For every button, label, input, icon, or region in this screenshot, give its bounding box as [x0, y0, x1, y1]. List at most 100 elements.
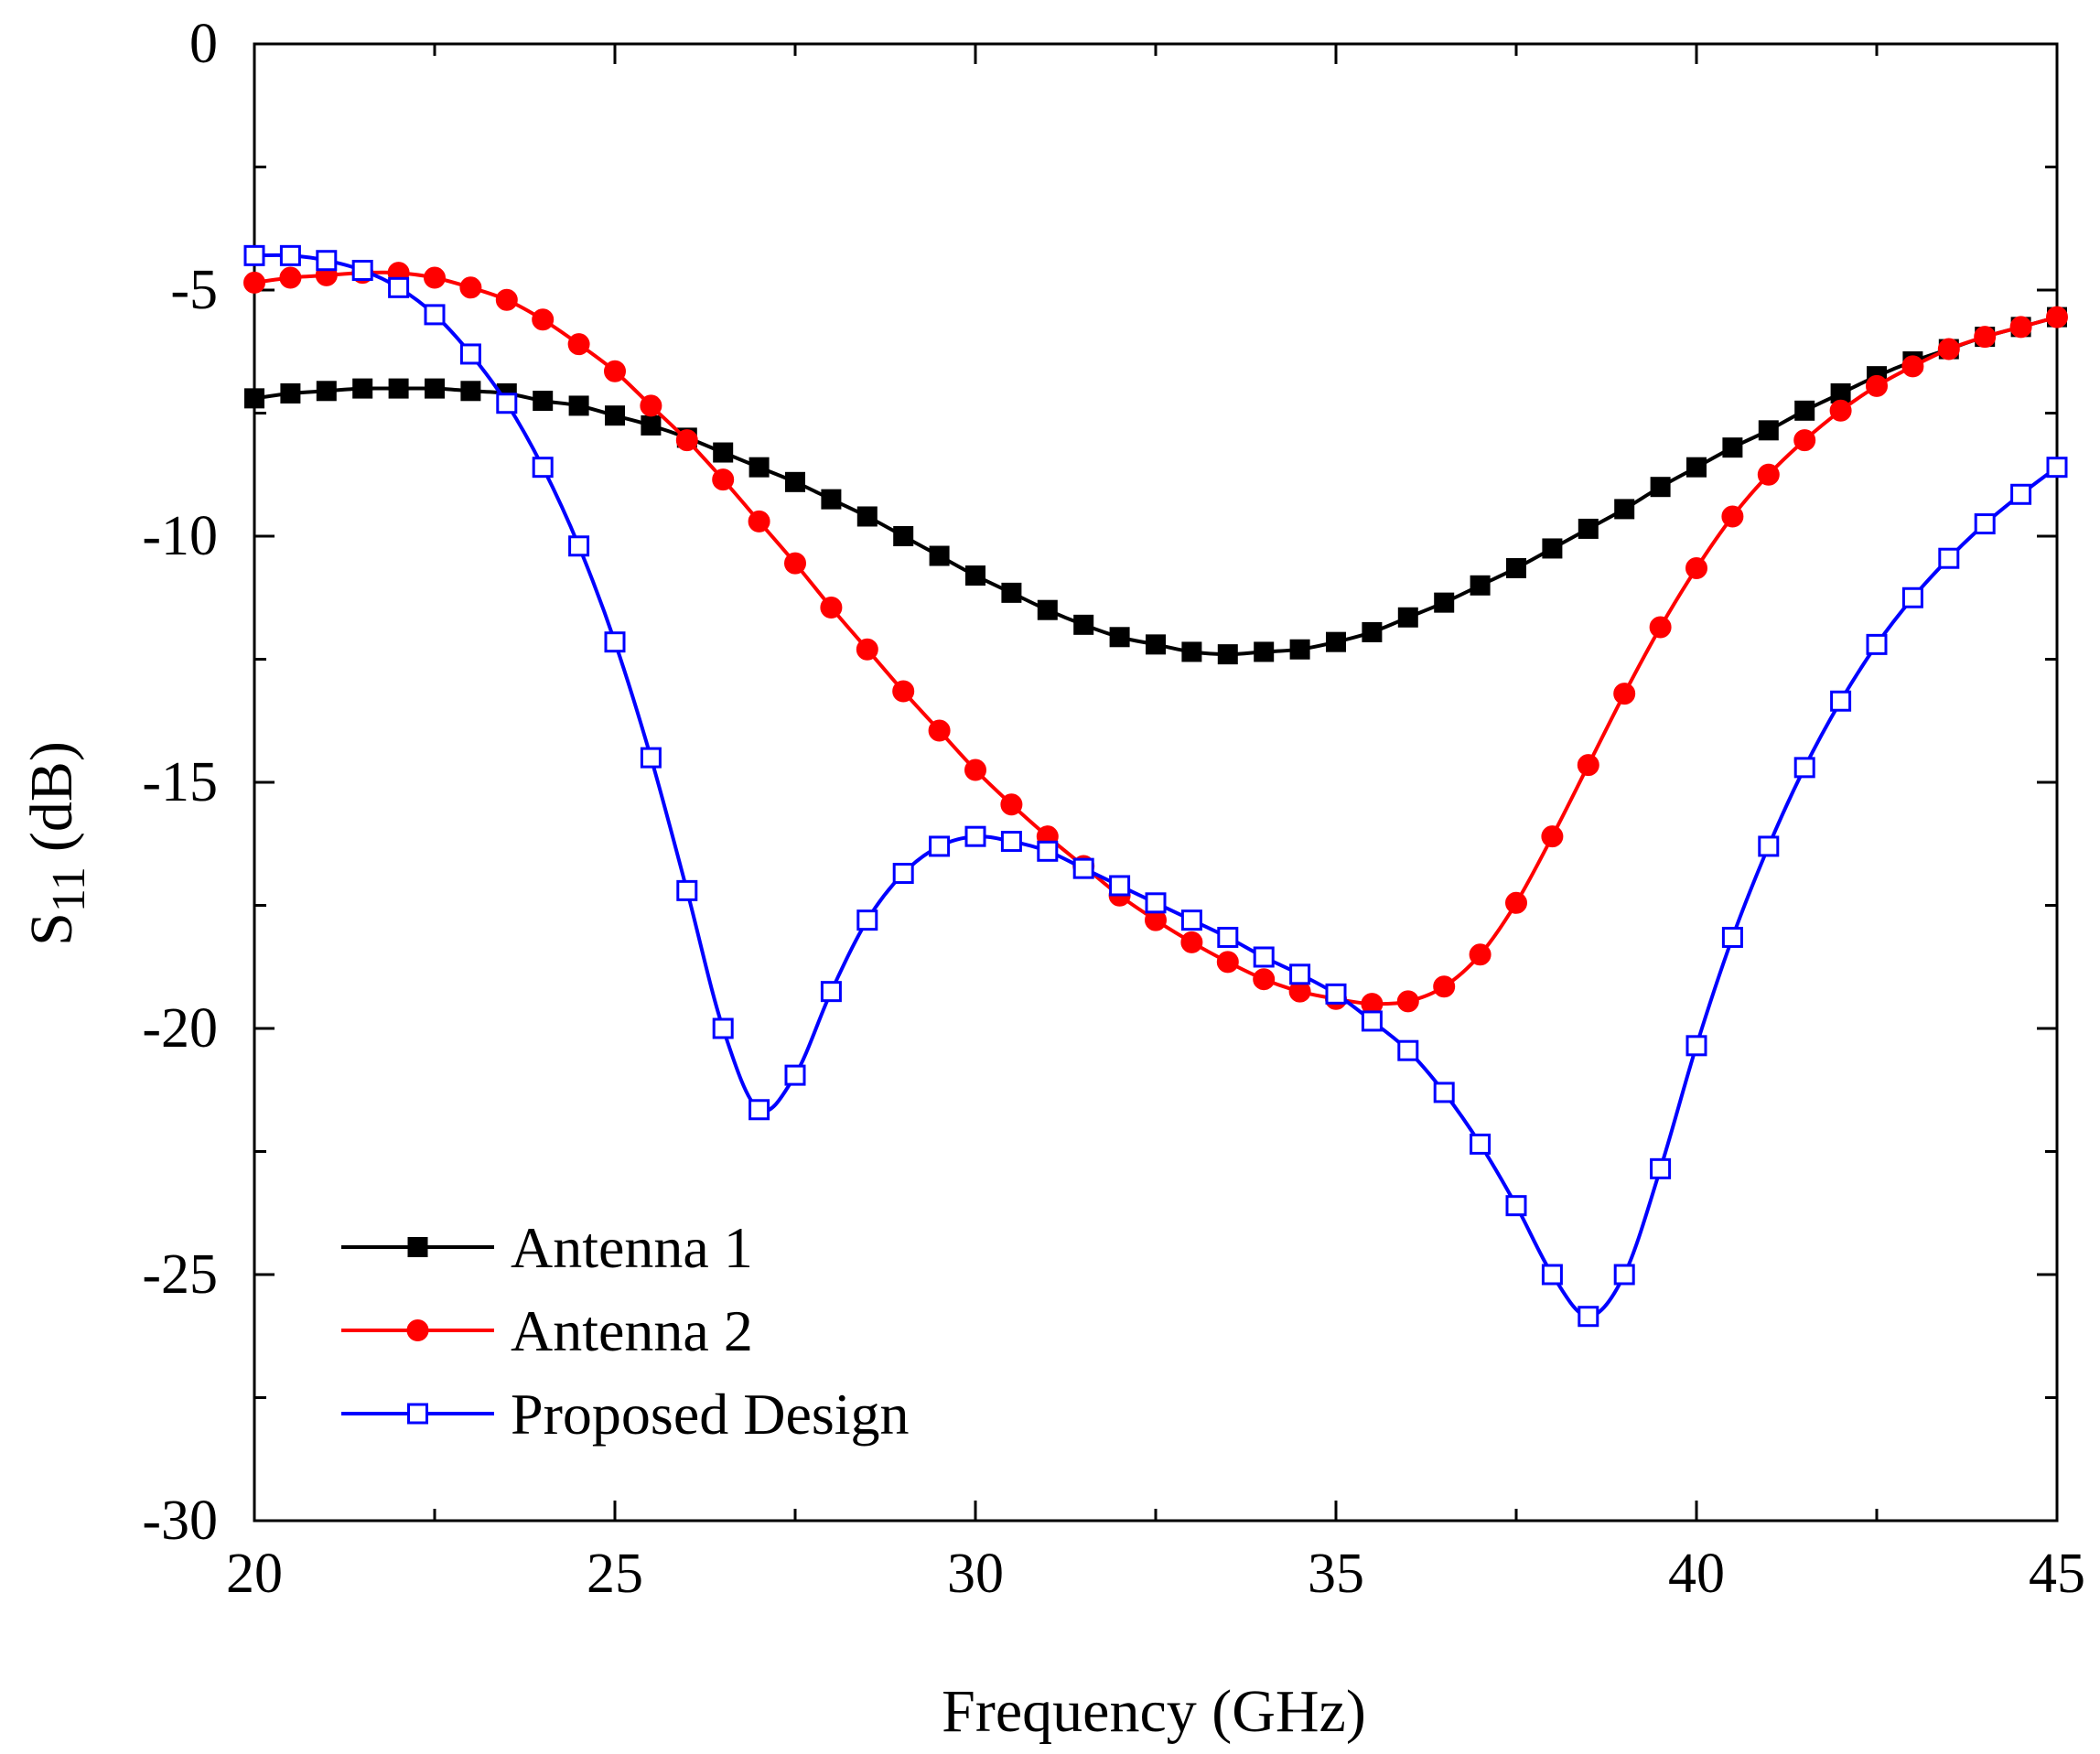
data-point-proposed-design: [1901, 586, 1923, 608]
data-point-proposed-design: [1758, 835, 1780, 857]
data-point-proposed-design: [1650, 1157, 1672, 1179]
data-point-antenna-1: [1254, 641, 1275, 662]
data-point-antenna-2: [459, 276, 482, 299]
data-point-proposed-design: [1289, 963, 1311, 985]
data-point-antenna-2: [784, 552, 806, 575]
data-point-antenna-1: [244, 388, 264, 409]
data-point-antenna-2: [1721, 505, 1744, 528]
data-point-antenna-1: [1326, 631, 1346, 652]
y-tick-label: -5: [170, 259, 218, 321]
data-point-antenna-1: [1686, 457, 1707, 478]
legend-label: Proposed Design: [511, 1382, 910, 1447]
data-point-antenna-2: [748, 510, 770, 533]
data-point-proposed-design: [351, 259, 373, 281]
data-point-proposed-design: [532, 457, 554, 479]
data-point-proposed-design: [243, 244, 265, 266]
y-tick-label: -30: [142, 1490, 218, 1552]
data-point-proposed-design: [1361, 1010, 1383, 1032]
data-point-antenna-1: [388, 378, 409, 399]
data-point-antenna-2: [1649, 616, 1672, 639]
x-tick-label: 40: [1668, 1543, 1725, 1605]
data-point-proposed-design: [640, 747, 662, 769]
legend-item-proposed-design: Proposed Design: [341, 1382, 910, 1447]
data-point-proposed-design: [1866, 633, 1888, 655]
legend-item-antenna-1: Antenna 1: [341, 1215, 753, 1280]
data-point-antenna-1: [316, 381, 337, 402]
data-point-antenna-1: [568, 395, 589, 416]
data-point-proposed-design: [1145, 892, 1167, 914]
data-point-antenna-2: [1216, 951, 1239, 974]
data-point-antenna-2: [1685, 556, 1707, 579]
data-point-antenna-1: [1722, 437, 1743, 458]
data-point-antenna-2: [1180, 931, 1203, 953]
data-point-proposed-design: [1470, 1133, 1492, 1155]
legend-label: Antenna 1: [511, 1215, 753, 1280]
data-point-proposed-design: [1830, 690, 1852, 712]
x-tick-labels: 20 25 30 35 40 45: [226, 1543, 2085, 1605]
data-point-proposed-design: [424, 304, 446, 326]
y-axis-title-unit: (dB): [18, 741, 85, 852]
data-point-proposed-design: [856, 909, 878, 931]
series-antenna-2: [243, 262, 2068, 1016]
data-point-proposed-design: [1974, 513, 1996, 535]
data-point-antenna-1: [893, 526, 914, 546]
series-line-proposed-design: [253, 253, 2059, 1318]
data-point-antenna-1: [1794, 400, 1815, 421]
data-point-antenna-1: [1506, 557, 1526, 578]
data-point-antenna-1: [1073, 614, 1094, 635]
data-point-proposed-design: [820, 981, 842, 1003]
data-point-proposed-design: [1325, 983, 1347, 1005]
data-point-proposed-design: [604, 631, 626, 653]
data-point-antenna-2: [495, 288, 518, 311]
data-point-antenna-1: [460, 381, 481, 402]
data-point-antenna-2: [1577, 754, 1599, 777]
data-point-antenna-2: [1829, 399, 1852, 422]
data-point-antenna-1: [533, 391, 554, 412]
data-point-antenna-2: [1253, 968, 1276, 991]
data-point-antenna-2: [1396, 990, 1419, 1013]
data-point-proposed-design: [929, 835, 951, 857]
legend-label: Antenna 2: [511, 1298, 753, 1363]
data-point-proposed-design: [1253, 946, 1275, 968]
data-point-proposed-design: [1685, 1035, 1707, 1057]
data-point-proposed-design: [1037, 840, 1059, 862]
data-point-antenna-2: [1469, 943, 1492, 966]
data-point-antenna-1: [1146, 634, 1166, 655]
data-point-proposed-design: [2046, 457, 2068, 479]
axis-ticks: [253, 42, 2059, 1523]
data-point-antenna-1: [1614, 499, 1635, 520]
data-point-proposed-design: [568, 535, 590, 557]
x-tick-label: 25: [587, 1543, 643, 1605]
data-point-antenna-1: [1217, 644, 1238, 665]
data-point-proposed-design: [1109, 875, 1131, 897]
data-point-antenna-2: [1433, 975, 1456, 998]
x-tick-label: 20: [226, 1543, 283, 1605]
data-point-antenna-1: [856, 506, 878, 527]
data-point-antenna-1: [1001, 582, 1022, 603]
legend-marker: [407, 1237, 428, 1257]
data-point-antenna-2: [243, 271, 265, 294]
data-point-antenna-1: [929, 545, 950, 566]
data-point-proposed-design: [964, 825, 986, 847]
data-point-antenna-2: [2009, 316, 2032, 339]
data-point-proposed-design: [1541, 1264, 1563, 1286]
data-point-antenna-1: [641, 414, 662, 436]
x-axis-title: Frequency (GHz): [942, 1678, 1366, 1745]
data-point-proposed-design: [2010, 483, 2032, 505]
data-point-antenna-2: [1901, 355, 1924, 378]
y-tick-labels: 0 -5 -10 -15 -20 -25 -30: [142, 13, 218, 1552]
series-layer: [243, 244, 2068, 1328]
data-point-antenna-1: [1289, 639, 1310, 660]
data-point-antenna-2: [567, 333, 590, 356]
legend-marker: [407, 1403, 428, 1425]
data-point-proposed-design: [1072, 857, 1094, 879]
series-line-antenna-1: [253, 315, 2058, 657]
data-point-antenna-2: [1757, 463, 1780, 486]
legend-item-antenna-2: Antenna 2: [341, 1298, 753, 1363]
data-point-antenna-1: [1578, 518, 1599, 539]
y-tick-label: 0: [189, 13, 218, 75]
data-point-antenna-2: [820, 597, 843, 619]
data-point-antenna-2: [2046, 306, 2068, 328]
data-point-proposed-design: [1217, 926, 1239, 948]
data-point-antenna-1: [748, 457, 770, 478]
